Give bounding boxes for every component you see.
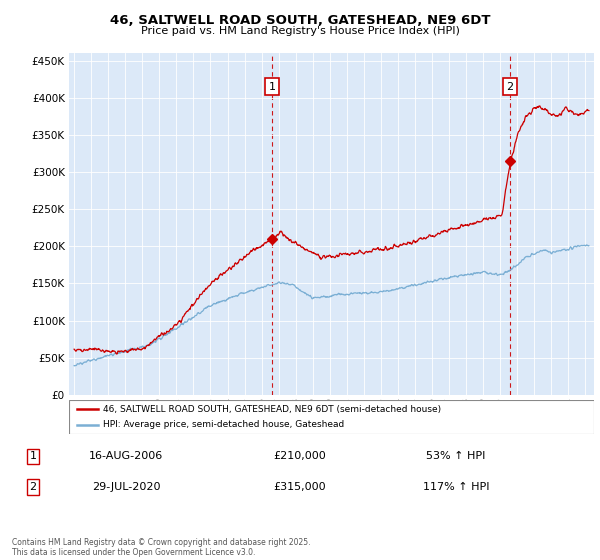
Text: HPI: Average price, semi-detached house, Gateshead: HPI: Average price, semi-detached house,… — [103, 421, 344, 430]
Text: £210,000: £210,000 — [274, 451, 326, 461]
Text: 53% ↑ HPI: 53% ↑ HPI — [427, 451, 485, 461]
Text: 1: 1 — [29, 451, 37, 461]
Text: Price paid vs. HM Land Registry's House Price Index (HPI): Price paid vs. HM Land Registry's House … — [140, 26, 460, 36]
Text: £315,000: £315,000 — [274, 482, 326, 492]
Text: 1: 1 — [269, 82, 275, 92]
Text: 2: 2 — [506, 82, 514, 92]
Text: 29-JUL-2020: 29-JUL-2020 — [92, 482, 160, 492]
Text: 46, SALTWELL ROAD SOUTH, GATESHEAD, NE9 6DT: 46, SALTWELL ROAD SOUTH, GATESHEAD, NE9 … — [110, 14, 490, 27]
Text: Contains HM Land Registry data © Crown copyright and database right 2025.
This d: Contains HM Land Registry data © Crown c… — [12, 538, 311, 557]
Text: 117% ↑ HPI: 117% ↑ HPI — [423, 482, 489, 492]
Text: 16-AUG-2006: 16-AUG-2006 — [89, 451, 163, 461]
Text: 2: 2 — [29, 482, 37, 492]
Text: 46, SALTWELL ROAD SOUTH, GATESHEAD, NE9 6DT (semi-detached house): 46, SALTWELL ROAD SOUTH, GATESHEAD, NE9 … — [103, 405, 441, 414]
